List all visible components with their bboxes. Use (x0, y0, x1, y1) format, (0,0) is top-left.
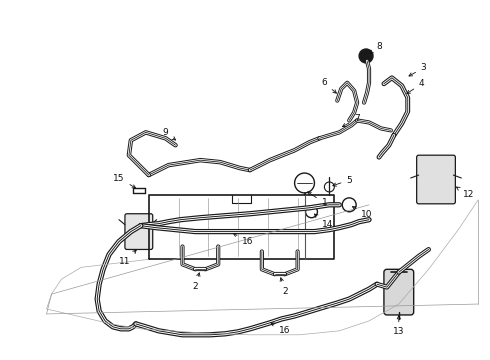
Text: 15: 15 (113, 174, 136, 188)
Text: 6: 6 (321, 78, 337, 93)
Text: 10: 10 (352, 207, 373, 219)
Text: 13: 13 (393, 316, 405, 336)
Text: 14: 14 (315, 214, 333, 229)
Text: 7: 7 (343, 114, 360, 127)
Text: 1: 1 (308, 192, 327, 207)
Circle shape (359, 49, 373, 63)
Text: 8: 8 (370, 41, 382, 54)
Text: 16: 16 (271, 323, 291, 335)
Text: 5: 5 (333, 176, 352, 186)
Text: 2: 2 (193, 273, 200, 291)
FancyBboxPatch shape (125, 214, 153, 249)
Text: 3: 3 (409, 63, 426, 76)
FancyBboxPatch shape (416, 155, 455, 204)
Text: 16: 16 (233, 233, 254, 246)
Text: 11: 11 (119, 250, 136, 266)
Text: 2: 2 (280, 278, 288, 296)
Text: 4: 4 (407, 79, 424, 94)
Text: 12: 12 (457, 187, 474, 199)
FancyBboxPatch shape (384, 269, 414, 315)
Text: 9: 9 (163, 128, 175, 140)
